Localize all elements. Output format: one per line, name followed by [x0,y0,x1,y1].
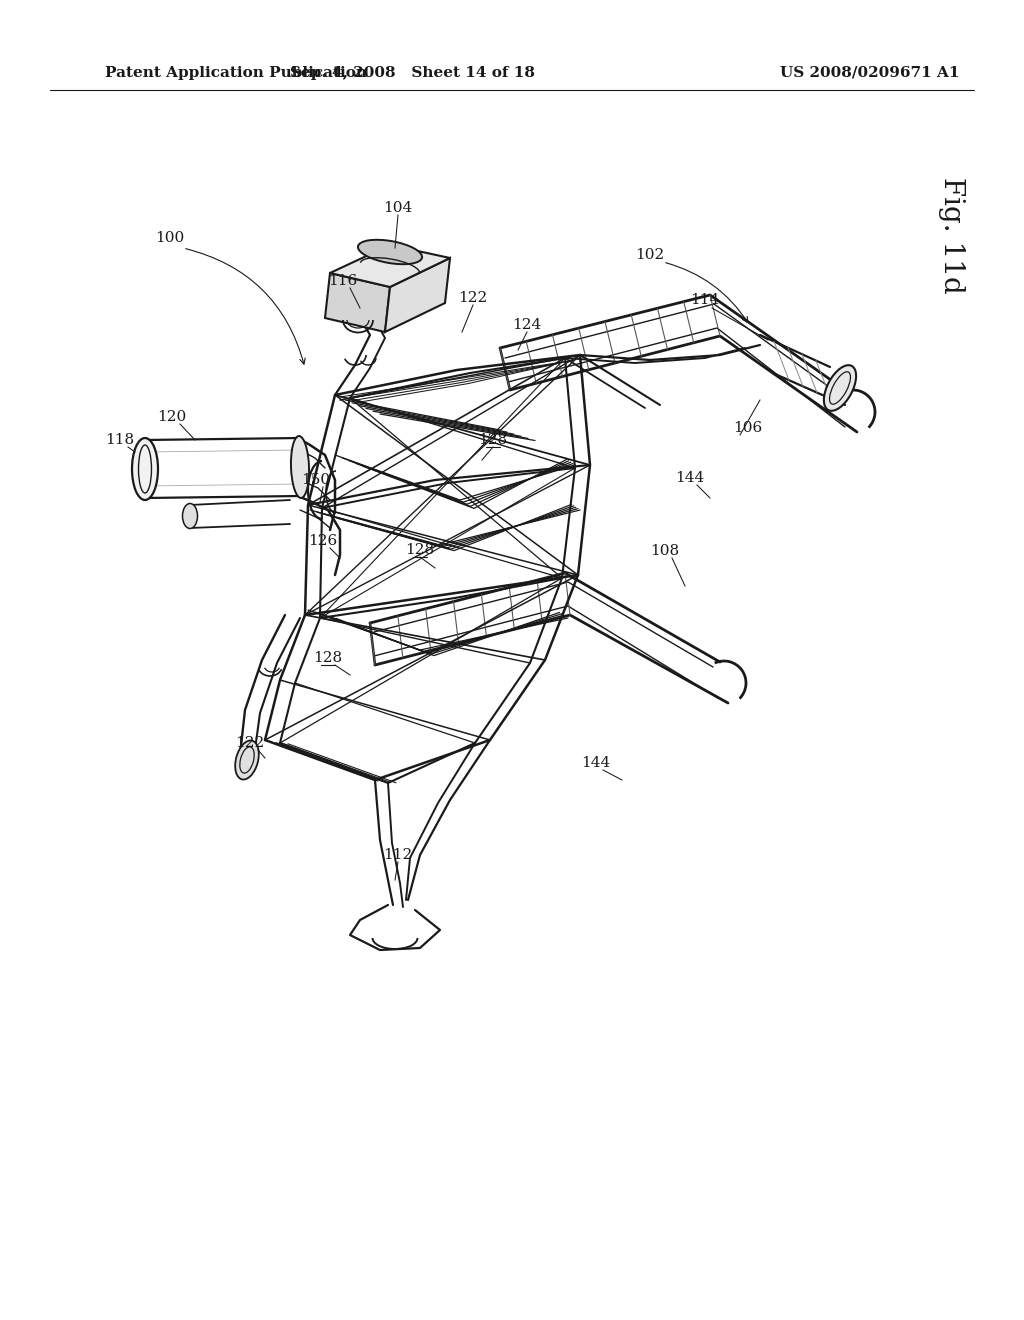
Text: 144: 144 [582,756,610,770]
Text: 114: 114 [690,293,720,308]
Ellipse shape [824,366,856,411]
Text: 104: 104 [383,201,413,215]
Text: 112: 112 [383,847,413,862]
Polygon shape [325,273,390,333]
Text: 126: 126 [308,535,338,548]
Ellipse shape [236,741,259,780]
Ellipse shape [291,436,309,498]
Text: 128: 128 [313,651,343,665]
Text: Patent Application Publication: Patent Application Publication [105,66,367,81]
Text: 124: 124 [512,318,542,333]
Text: 150: 150 [301,473,331,487]
Polygon shape [330,246,450,286]
Text: US 2008/0209671 A1: US 2008/0209671 A1 [780,66,959,81]
Text: Sep. 4, 2008   Sheet 14 of 18: Sep. 4, 2008 Sheet 14 of 18 [290,66,535,81]
Text: 122: 122 [459,290,487,305]
Text: 144: 144 [676,471,705,484]
Text: 102: 102 [635,248,665,261]
Text: 100: 100 [156,231,184,246]
Text: 116: 116 [329,275,357,288]
Text: Fig. 11d: Fig. 11d [939,177,966,293]
Ellipse shape [182,503,198,528]
Polygon shape [385,257,450,333]
Text: 122: 122 [236,737,264,750]
Ellipse shape [358,240,422,264]
Text: 128: 128 [406,543,434,557]
Text: 106: 106 [733,421,763,436]
Text: 120: 120 [158,411,186,424]
Text: 118: 118 [105,433,134,447]
Text: 128: 128 [478,433,508,447]
Ellipse shape [132,438,158,500]
Text: 108: 108 [650,544,680,558]
